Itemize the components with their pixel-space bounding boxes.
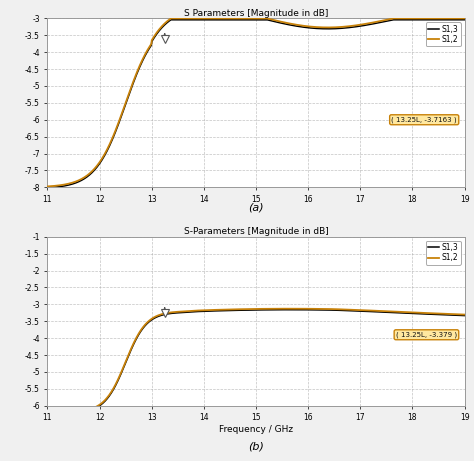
S1,3 (228, 307, 234, 313)
S1,3 (378, 20, 383, 25)
S1,2 (378, 308, 383, 314)
Line: S1,3: S1,3 (47, 310, 465, 414)
S1,2 (331, 307, 337, 312)
Title: S-Parameters [Magnitude in dB]: S-Parameters [Magnitude in dB] (183, 227, 328, 236)
Text: ( 13.25L, -3.379 ): ( 13.25L, -3.379 ) (396, 331, 457, 338)
S1,3 (370, 309, 376, 314)
X-axis label: Frequency / GHz: Frequency / GHz (219, 425, 293, 434)
S1,2 (87, 171, 93, 176)
Line: S1,3: S1,3 (47, 20, 465, 188)
Text: (b): (b) (248, 442, 264, 452)
S1,3 (87, 408, 93, 413)
S1,2 (287, 306, 292, 312)
S1,3 (213, 308, 219, 313)
S1,2 (378, 18, 383, 24)
S1,2 (45, 183, 50, 189)
S1,3 (168, 17, 174, 23)
S1,2 (331, 24, 337, 30)
S1,3 (287, 307, 292, 313)
S1,2 (213, 307, 219, 313)
S1,2 (45, 410, 50, 415)
S1,3 (378, 309, 383, 315)
S1,2 (370, 308, 376, 313)
Line: S1,2: S1,2 (47, 18, 465, 186)
S1,2 (228, 307, 234, 312)
S1,3 (370, 21, 376, 27)
S1,2 (87, 407, 93, 412)
S1,3 (331, 307, 337, 313)
Title: S Parameters [Magnitude in dB]: S Parameters [Magnitude in dB] (184, 9, 328, 18)
S1,2 (168, 16, 174, 21)
Text: ( 13.25L, -3.7163 ): ( 13.25L, -3.7163 ) (392, 117, 457, 123)
S1,2 (214, 16, 219, 21)
Legend: S1,3, S1,2: S1,3, S1,2 (426, 22, 461, 47)
S1,2 (228, 16, 234, 21)
Legend: S1,3, S1,2: S1,3, S1,2 (426, 241, 461, 265)
S1,2 (462, 16, 467, 21)
S1,3 (331, 26, 337, 31)
S1,3 (45, 411, 50, 416)
S1,2 (462, 312, 467, 317)
S1,3 (462, 313, 467, 319)
Text: (a): (a) (248, 203, 264, 213)
S1,3 (87, 171, 93, 177)
Line: S1,2: S1,2 (47, 309, 465, 413)
S1,2 (370, 20, 376, 25)
S1,3 (462, 17, 467, 23)
S1,3 (45, 185, 50, 190)
S1,3 (228, 17, 234, 23)
S1,3 (214, 17, 219, 23)
